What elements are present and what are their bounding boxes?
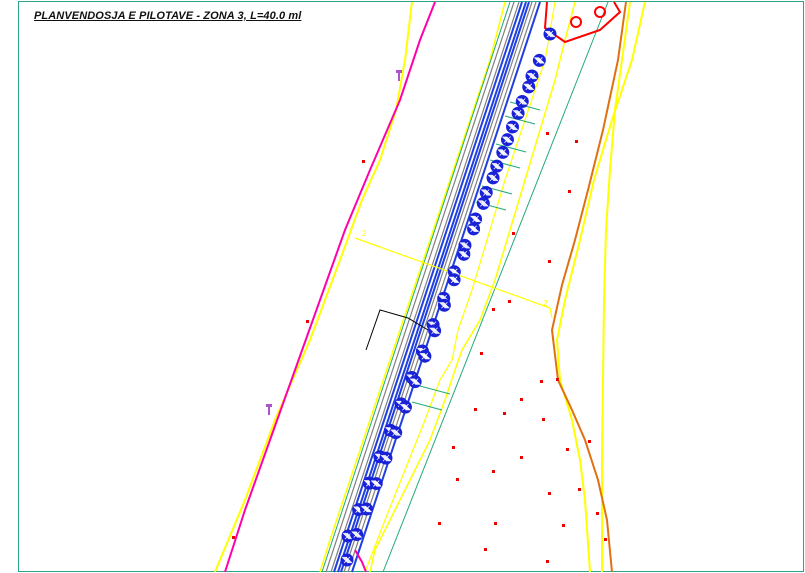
tie-bars [411,101,541,411]
survey-point [568,190,571,193]
building-outline [543,1,622,44]
survey-point [540,380,543,383]
survey-point [492,470,495,473]
survey-points [232,132,607,563]
survey-point [548,492,551,495]
piles [340,27,557,567]
survey-point [566,448,569,451]
orange-line [550,1,627,573]
pile [496,145,510,159]
pile [532,53,546,67]
pile [389,426,403,440]
survey-point [456,478,459,481]
pile [447,273,461,287]
pile [476,196,490,210]
survey-point [575,140,578,143]
grey-lines [325,1,537,573]
pile [398,400,412,414]
pile [525,69,539,83]
pile [506,120,520,134]
survey-point [474,408,477,411]
survey-point [438,522,441,525]
survey-point [596,512,599,515]
survey-point [484,548,487,551]
pile [457,247,471,261]
pile [469,212,483,226]
pile [467,222,481,236]
survey-point [562,524,565,527]
survey-point [556,378,559,381]
survey-point [546,132,549,135]
road-edge-right-a [601,1,631,572]
pile [350,528,364,542]
green-line-pipes [321,1,511,573]
drawing-title: PLANVENDOSJA E PILOTAVE - ZONA 3, L=40.0… [34,10,302,22]
pile [515,94,529,108]
survey-point [520,456,523,459]
leader-line [365,309,429,351]
pile [437,298,451,312]
pile [522,80,536,94]
survey-point [546,560,549,563]
survey-point [232,536,235,539]
survey-point [452,446,455,449]
property-line-bottom [354,549,367,573]
pile-zone-boundary [369,1,576,573]
pile [490,159,504,173]
survey-point [548,260,551,263]
green-line-right [382,1,609,573]
sheet-frame [18,1,804,572]
survey-point [492,308,495,311]
survey-point [508,300,511,303]
survey-point [306,320,309,323]
road-edge-right-b [555,1,646,573]
survey-point [362,160,365,163]
pile [428,324,442,338]
survey-point [503,412,506,415]
pile [500,133,514,147]
survey-post-icon [266,70,402,415]
pile [408,375,422,389]
pile [543,27,557,41]
section-label-left: 2 [362,229,367,238]
road-edge-inner [319,1,506,573]
road-edge-left-outer [214,1,413,573]
survey-point [520,398,523,401]
pile-zone-inner [364,1,556,573]
survey-point [604,538,607,541]
survey-point [588,440,591,443]
pile [340,553,354,567]
survey-point [494,522,497,525]
survey-point [480,352,483,355]
pile [369,477,383,491]
pile [486,171,500,185]
pile [379,451,393,465]
survey-point [512,232,515,235]
property-line-left [224,1,436,573]
section-label-right: 2 [543,299,548,308]
pile [418,349,432,363]
pile [511,106,525,120]
survey-point [542,418,545,421]
survey-point [578,488,581,491]
pile [359,502,373,516]
pile [479,186,493,200]
